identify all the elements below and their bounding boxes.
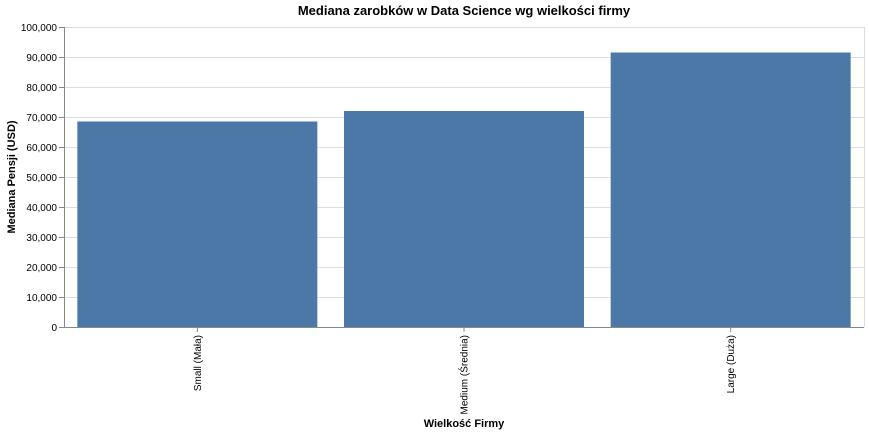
x-tick-label: Large (Duża) bbox=[726, 335, 737, 393]
bar bbox=[77, 121, 318, 327]
y-tick-label: 50,000 bbox=[26, 173, 57, 184]
y-tick-label: 30,000 bbox=[26, 233, 57, 244]
y-axis-title: Mediana Pensji (USD) bbox=[6, 120, 18, 233]
y-tick-label: 40,000 bbox=[26, 203, 57, 214]
x-tick-label: Small (Mała) bbox=[193, 335, 204, 391]
bars bbox=[77, 52, 851, 327]
y-tick-label: 10,000 bbox=[26, 293, 57, 304]
y-tick-label: 90,000 bbox=[26, 53, 57, 64]
y-tick-label: 0 bbox=[51, 323, 57, 334]
x-axis-title: Wielkość Firmy bbox=[424, 418, 505, 430]
x-tick-label: Medium (Średnia) bbox=[458, 335, 471, 414]
bar bbox=[344, 111, 584, 327]
x-axis: Small (Mała) Medium (Średnia) Large (Duża) bbox=[64, 327, 864, 414]
chart-title: Mediana zarobków w Data Science wg wielk… bbox=[298, 3, 631, 18]
bar bbox=[610, 52, 851, 327]
y-tick-label: 100,000 bbox=[21, 23, 58, 34]
y-tick-label: 70,000 bbox=[26, 113, 57, 124]
y-tick-label: 80,000 bbox=[26, 83, 57, 94]
y-axis: 0 10,000 20,000 30,000 40,000 50,000 60,000 70,… bbox=[21, 23, 65, 334]
y-tick-label: 60,000 bbox=[26, 143, 57, 154]
y-tick-label: 20,000 bbox=[26, 263, 57, 274]
